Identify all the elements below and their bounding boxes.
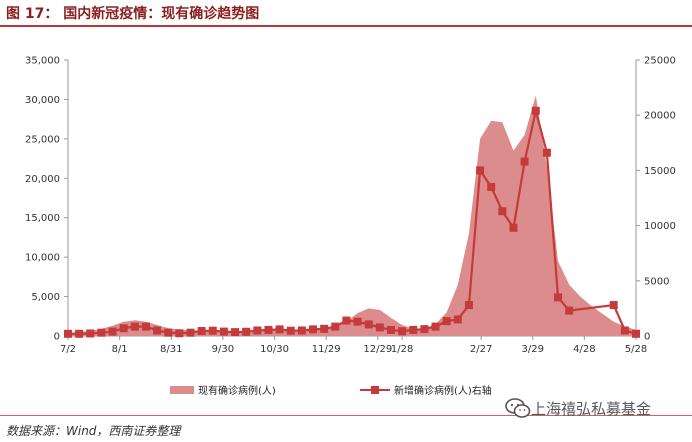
new-cases-marker [509, 223, 518, 232]
new-cases-marker [86, 329, 95, 338]
watermark-text: 上海禧弘私募基金 [531, 399, 652, 418]
left-axis-tick-label: 0 [54, 332, 60, 343]
new-cases-marker [386, 325, 395, 334]
new-cases-marker [453, 315, 462, 324]
source-note: 数据来源：Wind，西南证券整理 [6, 424, 181, 438]
x-axis-tick-label: 10/30 [260, 344, 289, 355]
new-cases-marker [520, 157, 529, 166]
new-cases-marker [498, 207, 507, 216]
chart: 0 5,000 10,000 15,000 20,000 25,000 30,000 35,0… [25, 56, 676, 398]
new-cases-marker [64, 329, 72, 338]
left-axis-tick-label: 25,000 [25, 134, 60, 145]
x-axis-tick-label: 4/28 [573, 344, 595, 355]
new-cases-marker [554, 293, 563, 302]
new-cases-marker [420, 325, 429, 334]
new-cases-marker [531, 106, 540, 115]
right-axis-tick-label: 20000 [644, 111, 676, 122]
new-cases-marker [219, 327, 228, 336]
new-cases-marker [542, 148, 551, 157]
legend-swatch-marker [371, 386, 379, 394]
new-cases-marker [108, 327, 117, 336]
new-cases-marker [297, 326, 306, 335]
x-axis-tick-label: 5/28 [625, 344, 647, 355]
new-cases-marker [565, 306, 574, 315]
title-bar: 图 17： 国内新冠疫情：现有确诊趋势图 [0, 0, 692, 27]
new-cases-marker [197, 327, 206, 336]
new-cases-marker [208, 326, 217, 335]
active-cases-area [68, 95, 636, 336]
x-axis-tick-label: 8/1 [112, 344, 128, 355]
new-cases-marker [253, 326, 262, 335]
new-cases-marker [375, 323, 384, 332]
new-cases-marker [398, 327, 407, 336]
new-cases-marker [153, 326, 162, 335]
watermark: 上海禧弘私募基金 [505, 396, 651, 420]
new-cases-marker [264, 325, 273, 334]
legend: 现有确诊病例(人) 新增确诊病例(人)右轴 [170, 384, 492, 397]
new-cases-marker [186, 328, 195, 337]
new-cases-marker [175, 329, 184, 338]
legend-swatch-area [170, 386, 194, 394]
new-cases-marker [164, 328, 173, 337]
footer-divider [0, 415, 692, 416]
new-cases-marker [464, 301, 473, 310]
right-axis-tick-label: 0 [644, 332, 650, 343]
new-cases-marker [286, 326, 295, 335]
x-axis-tick-label: 8/31 [160, 344, 182, 355]
left-axis-tick-label: 20,000 [25, 174, 60, 185]
new-cases-marker [97, 328, 106, 337]
x-axis-tick-label: 7/2 [60, 344, 76, 355]
active-cases-area-series [68, 95, 636, 336]
new-cases-marker [130, 322, 139, 331]
new-cases-line-series [64, 106, 640, 338]
right-axis-tick-label: 15000 [644, 166, 676, 177]
new-cases-marker [275, 325, 284, 334]
x-axis-tick-label: 9/30 [212, 344, 234, 355]
legend-label-line: 新增确诊病例(人)右轴 [394, 384, 492, 397]
left-axis-tick-label: 10,000 [25, 253, 60, 264]
new-cases-marker [353, 317, 362, 326]
new-cases-marker [409, 325, 418, 334]
new-cases-marker [242, 327, 251, 336]
new-cases-marker [309, 325, 318, 334]
new-cases-marker [320, 324, 329, 333]
right-axis-tick-label: 10000 [644, 221, 676, 232]
left-axis-tick-label: 15,000 [25, 213, 60, 224]
x-axis-tick-label: 12/29 [363, 344, 392, 355]
new-cases-marker [364, 320, 373, 329]
legend-label-area: 现有确诊病例(人) [198, 384, 276, 397]
x-axis-tick-label: 2/27 [470, 344, 492, 355]
new-cases-marker [431, 322, 440, 331]
wechat-logo-icon [505, 398, 531, 418]
new-cases-marker [476, 166, 485, 175]
new-cases-marker [342, 316, 351, 325]
right-axis-tick-label: 5000 [644, 276, 669, 287]
x-axis-tick-label: 3/29 [521, 344, 543, 355]
x-axis-tick-label: 11/29 [312, 344, 341, 355]
new-cases-marker [487, 182, 496, 191]
right-axis-tick-label: 25000 [644, 56, 676, 67]
x-axis-tick-label: 1/28 [391, 344, 413, 355]
title-divider [0, 25, 692, 27]
left-axis-tick-label: 30,000 [25, 95, 60, 106]
left-axis-tick-label: 5,000 [31, 292, 60, 303]
new-cases-marker [231, 328, 240, 337]
new-cases-marker [141, 322, 150, 331]
new-cases-marker [75, 329, 84, 338]
new-cases-marker [609, 301, 618, 310]
new-cases-marker [331, 322, 340, 331]
new-cases-marker [119, 324, 128, 333]
new-cases-marker [442, 317, 451, 326]
new-cases-marker [632, 329, 640, 338]
chart-title: 图 17： 国内新冠疫情：现有确诊趋势图 [6, 6, 260, 22]
left-axis-tick-label: 35,000 [25, 56, 60, 67]
new-cases-marker [620, 326, 629, 335]
